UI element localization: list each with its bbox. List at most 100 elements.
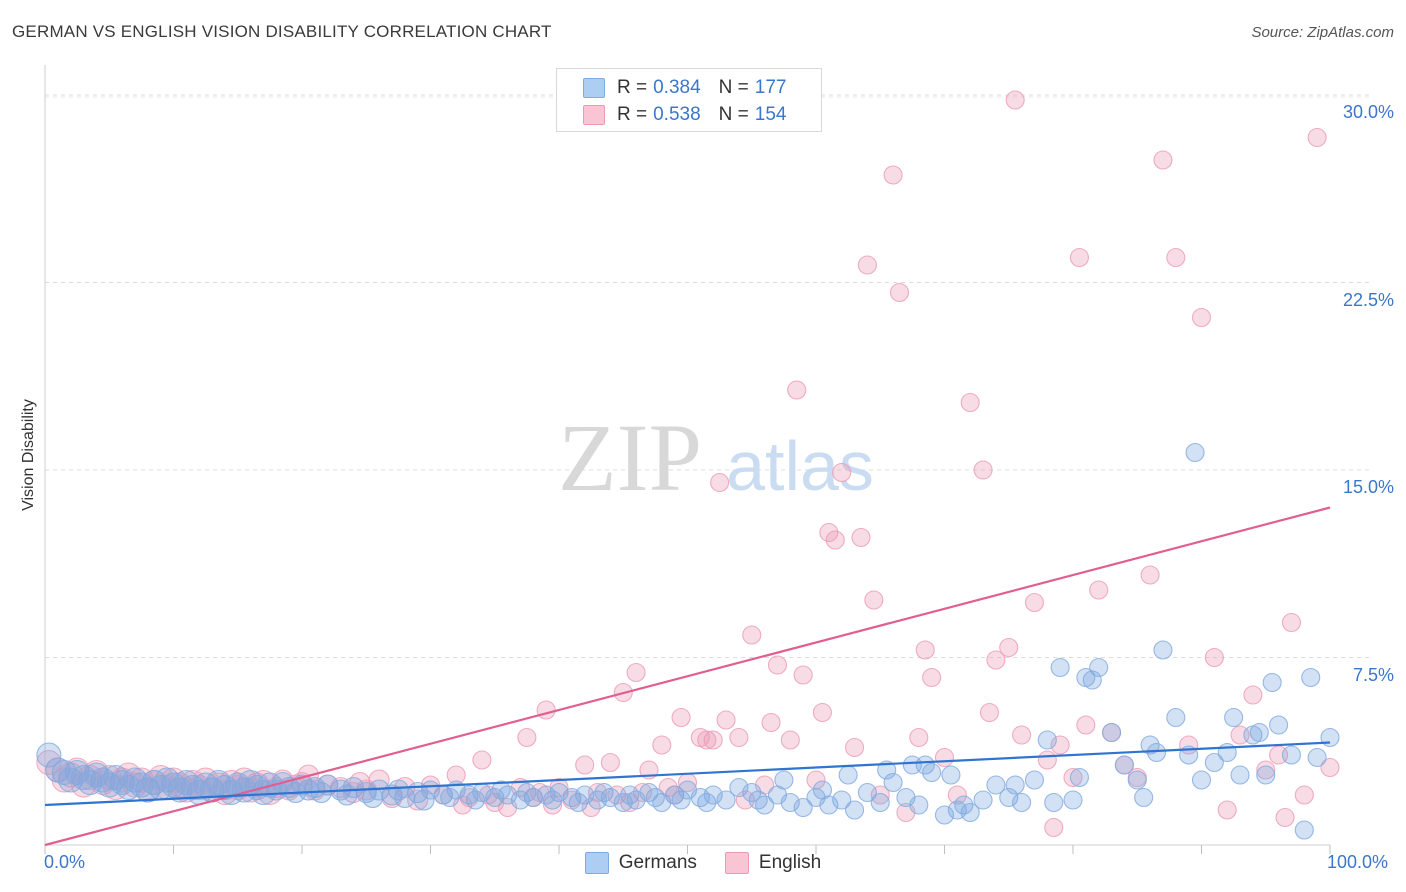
legend-n-value: 154 (754, 104, 787, 125)
point-english (543, 795, 563, 815)
x-tick-label-min: 0.0% (44, 852, 86, 872)
point-germans (465, 790, 486, 810)
point-germans (594, 782, 614, 803)
point-english (1012, 725, 1032, 745)
point-germans (915, 755, 935, 775)
point-english (1005, 90, 1025, 110)
point-english (742, 625, 762, 645)
point-germans (1134, 787, 1154, 808)
point-english (922, 667, 942, 688)
point-germans (999, 787, 1019, 808)
point-germans (960, 802, 980, 823)
point-english (729, 727, 749, 748)
point-english (1024, 592, 1044, 613)
legend-label-english: English (758, 852, 822, 873)
trend-line-english (44, 506, 1331, 847)
legend-swatch-germans (583, 78, 605, 98)
legend-row-english: R = 0.538 N = 154 (583, 104, 786, 126)
point-germans (697, 792, 717, 813)
point-germans (1127, 770, 1147, 790)
legend-swatch-germans (584, 852, 609, 874)
point-germans (1140, 735, 1160, 755)
point-germans (934, 805, 955, 825)
point-english (671, 707, 691, 728)
point-english (973, 460, 993, 480)
point-germans (1281, 745, 1301, 765)
point-english (1037, 750, 1057, 770)
point-germans (1089, 657, 1109, 678)
legend-r-value: 0.538 (653, 104, 701, 125)
chart-title: GERMAN VS ENGLISH VISION DISABILITY CORR… (12, 22, 552, 41)
point-germans (883, 772, 903, 793)
point-germans (639, 782, 659, 803)
point-english (844, 737, 865, 758)
point-english (793, 665, 813, 685)
point-english (767, 655, 788, 675)
point-english (947, 785, 967, 805)
point-germans (1082, 670, 1102, 690)
legend-r-value: 0.384 (653, 77, 701, 98)
point-english (909, 727, 929, 748)
point-english (1243, 685, 1263, 705)
point-germans (1294, 820, 1314, 840)
point-english (1320, 757, 1340, 778)
point-germans (780, 792, 800, 813)
point-english (1217, 800, 1237, 820)
point-germans (1153, 640, 1173, 660)
legend-row-germans: R = 0.384 N = 177 (583, 77, 786, 99)
point-english (864, 590, 884, 610)
point-germans (1262, 672, 1282, 693)
point-germans (1249, 722, 1269, 743)
point-english (536, 700, 556, 720)
point-germans (1102, 722, 1122, 743)
point-germans (857, 782, 877, 803)
point-english (851, 527, 871, 548)
trend-line-germans (44, 741, 1331, 807)
point-germans (620, 785, 640, 805)
point-germans (870, 792, 890, 813)
point-english (761, 712, 781, 733)
point-germans (600, 787, 620, 808)
legend-n-label: N = (718, 77, 749, 98)
point-germans (1044, 792, 1064, 813)
gridlines (45, 94, 1370, 658)
point-english (575, 755, 595, 775)
point-germans (543, 790, 563, 810)
point-english (1256, 760, 1276, 780)
point-english (857, 255, 877, 275)
point-germans (755, 795, 775, 815)
point-english (472, 750, 492, 770)
point-germans (45, 757, 71, 783)
legend-swatch-english (583, 105, 605, 125)
series-legend: Germans English (0, 852, 1406, 874)
point-germans (1114, 755, 1134, 775)
point-germans (568, 792, 588, 813)
point-germans (645, 787, 665, 808)
point-english (819, 522, 839, 543)
point-germans (1069, 767, 1089, 788)
point-english (832, 462, 852, 483)
point-germans (954, 795, 974, 815)
watermark-zip: ZIP (558, 404, 702, 511)
point-english (1294, 785, 1314, 805)
point-germans (986, 775, 1006, 795)
correlation-legend: R = 0.384 N = 177 R = 0.538 N = 154 (556, 68, 822, 132)
point-english (1281, 612, 1301, 633)
point-germans (671, 790, 691, 810)
point-germans (877, 760, 897, 780)
point-germans (716, 790, 736, 810)
point-germans (1230, 765, 1250, 785)
point-germans (413, 789, 435, 811)
watermark-atlas: atlas (726, 427, 874, 505)
y-tick-label: 22.5% (1342, 289, 1394, 310)
point-english (787, 380, 807, 400)
point-english (780, 730, 800, 750)
point-english (652, 735, 672, 755)
legend-item-english[interactable]: English (724, 852, 822, 874)
point-germans (838, 765, 858, 785)
point-english (883, 165, 903, 185)
legend-item-germans[interactable]: Germans (584, 852, 697, 874)
legend-label-germans: Germans (618, 852, 697, 873)
point-english (1063, 767, 1083, 788)
point-germans (819, 795, 839, 815)
